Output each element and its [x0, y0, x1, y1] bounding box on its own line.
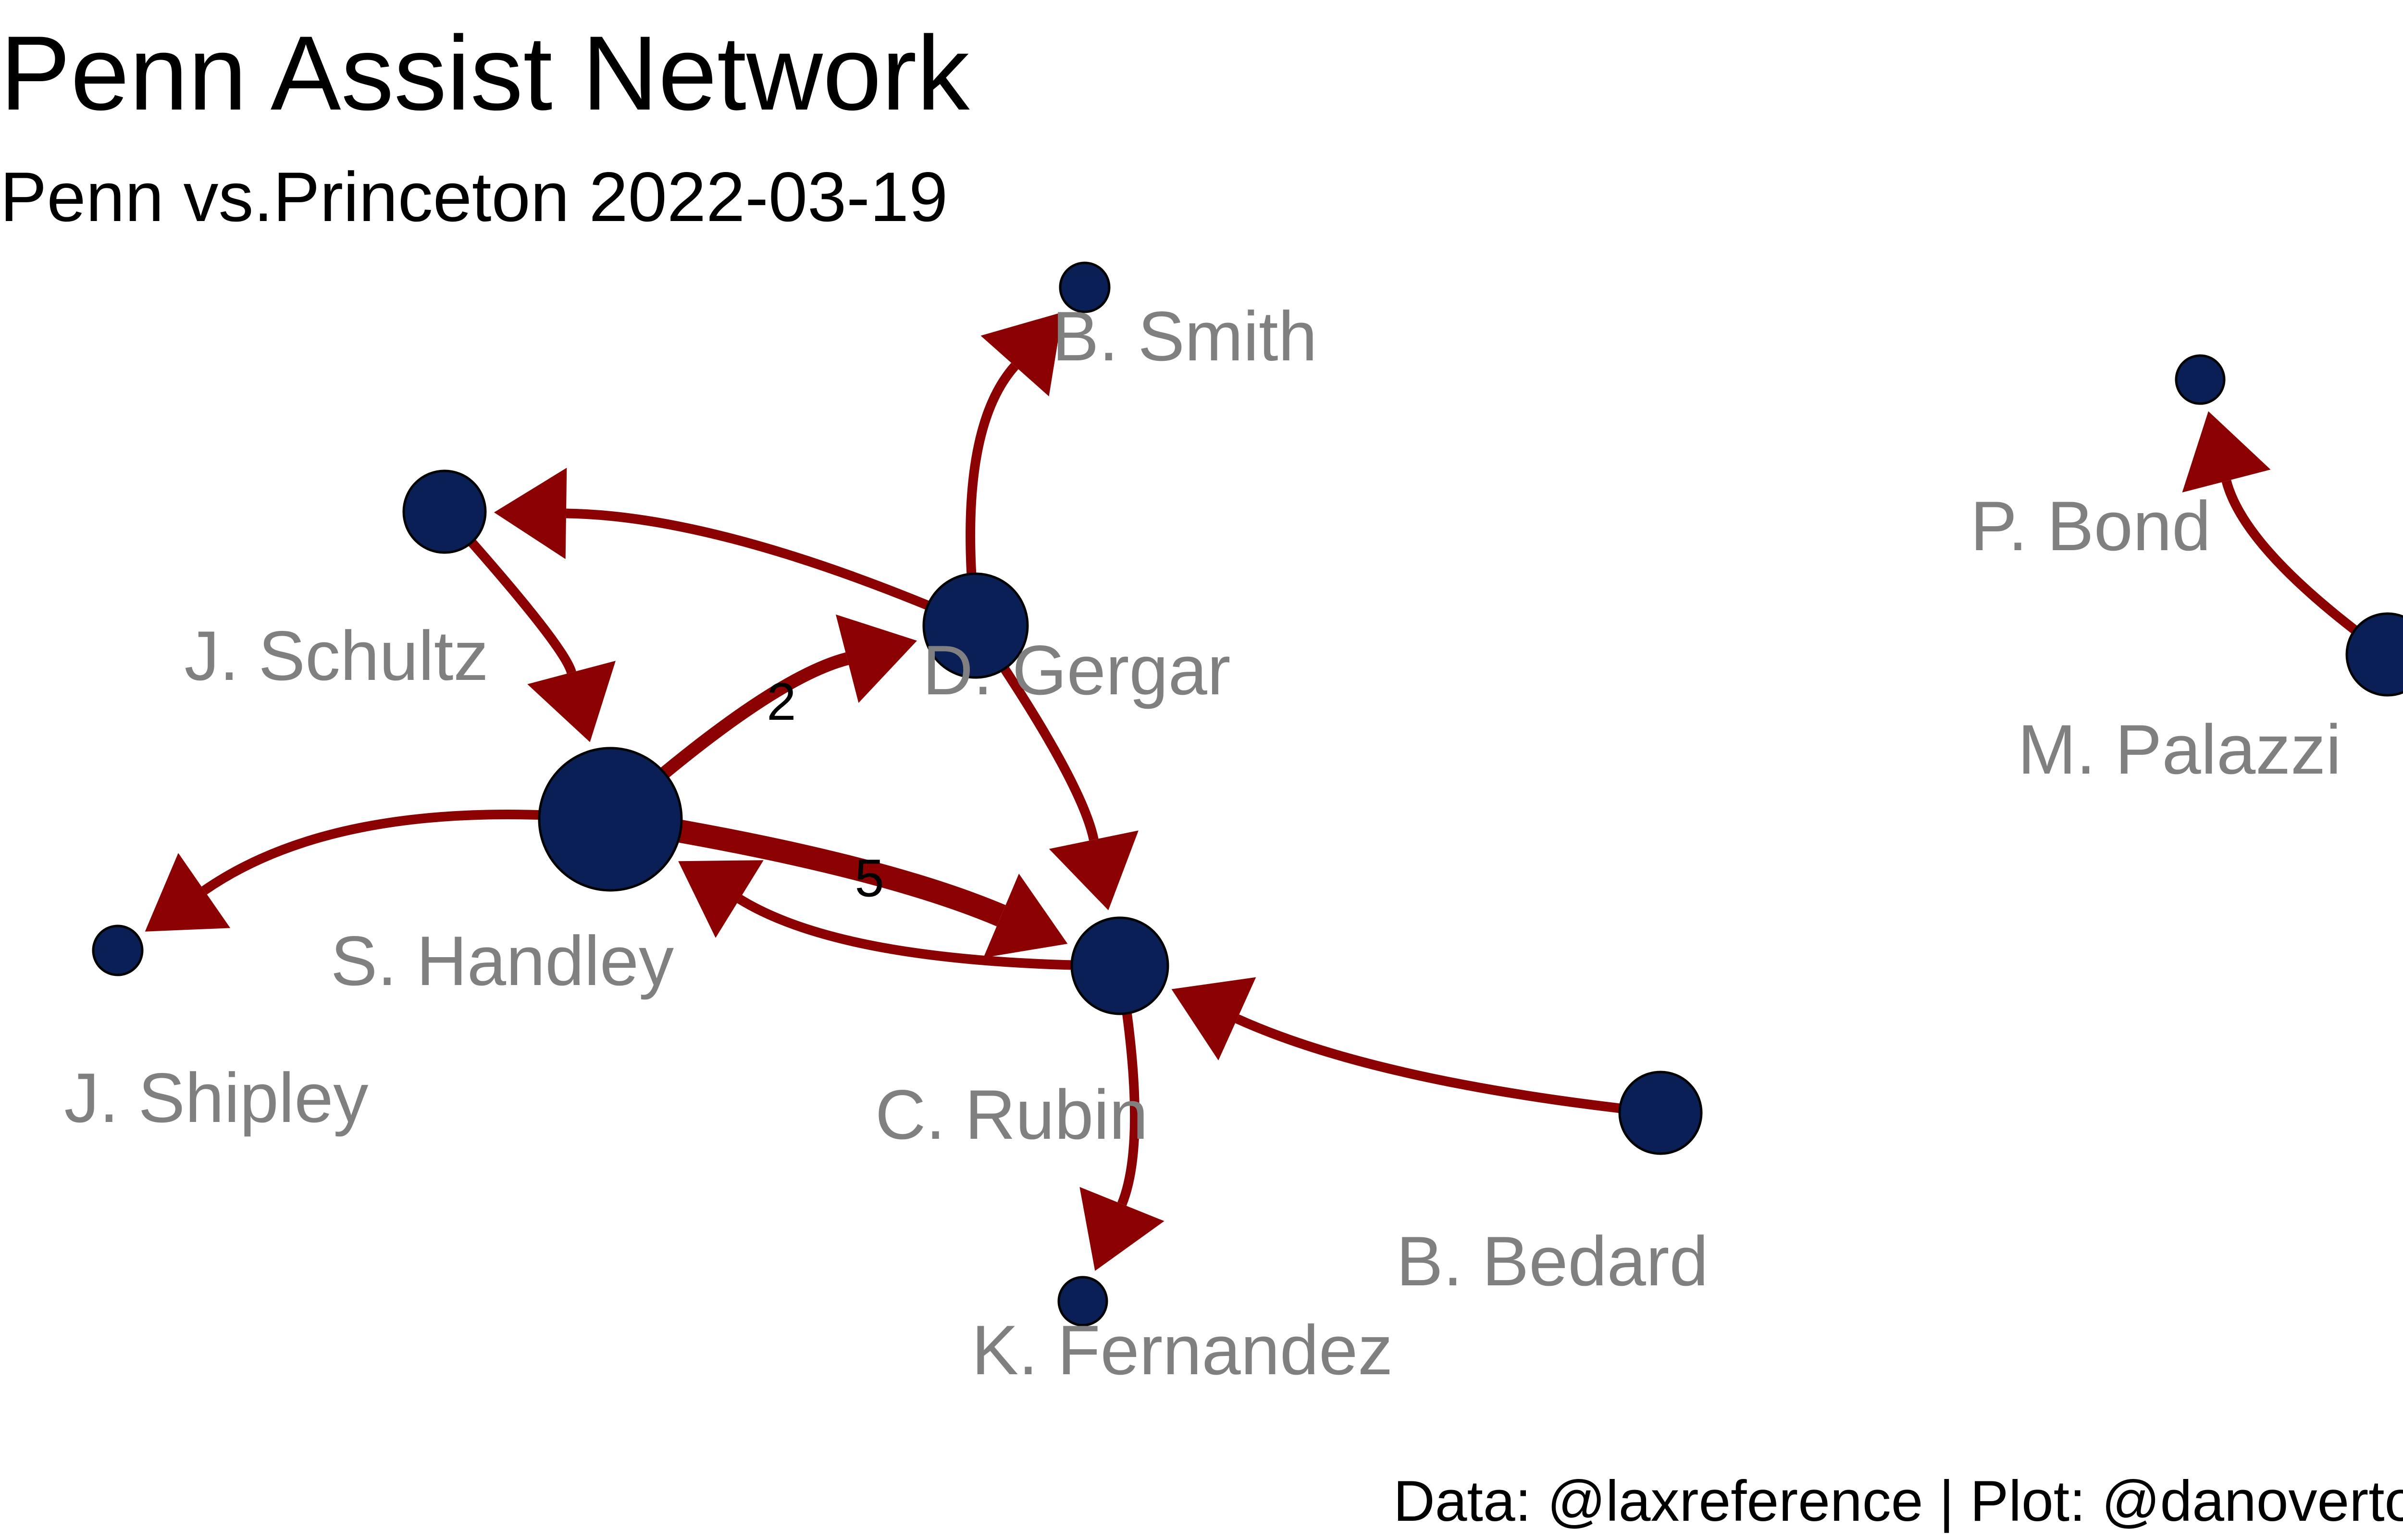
node-b-bedard	[1618, 1071, 1703, 1155]
arrowhead-c-rubin-to-k-fernandez	[1079, 1187, 1164, 1271]
node-b-smith	[1059, 261, 1111, 313]
arrowhead-d-gergar-to-j-schultz	[494, 468, 567, 559]
node-layer	[92, 261, 2403, 1327]
node-label-b-bedard: B. Bedard	[1396, 1222, 1708, 1300]
node-p-bond	[2175, 354, 2226, 405]
arrowhead-s-handley-to-d-gergar	[836, 614, 917, 703]
chart-caption: Data: @laxreference | Plot: @danovertoom	[1393, 1469, 2403, 1533]
node-label-b-smith: B. Smith	[1052, 297, 1317, 375]
node-label-j-schultz: J. Schultz	[185, 616, 489, 695]
node-label-k-fernandez: K. Fernandez	[972, 1311, 1393, 1389]
node-k-fernandez	[1057, 1276, 1108, 1327]
node-label-j-shipley: J. Shipley	[64, 1059, 369, 1137]
node-label-p-bond: P. Bond	[1970, 487, 2211, 565]
edge-d-gergar-to-b-smith	[966, 363, 1019, 622]
chart-subtitle: Penn vs.Princeton 2022-03-19	[0, 158, 948, 236]
edge-j-schultz-to-s-handley	[443, 511, 576, 674]
arrowhead-b-bedard-to-c-rubin	[1171, 977, 1256, 1060]
edge-weight-label: 5	[855, 849, 884, 908]
chart-title: Penn Assist Network	[0, 14, 970, 132]
edge-c-rubin-to-s-handley	[737, 895, 1115, 971]
edge-weight-label: 2	[767, 672, 796, 731]
node-label-c-rubin: C. Rubin	[875, 1075, 1148, 1154]
edge-label-layer: 25	[767, 672, 884, 908]
node-m-palazzi	[2345, 612, 2403, 697]
edge-b-bedard-to-c-rubin	[1235, 1014, 1656, 1117]
node-j-shipley	[92, 924, 144, 976]
arrowhead-c-rubin-to-s-handley	[678, 860, 764, 938]
arrowhead-j-schultz-to-s-handley	[527, 661, 616, 742]
node-label-m-palazzi: M. Palazzi	[2018, 710, 2341, 788]
edge-s-handley-to-c-rubin	[614, 809, 1006, 926]
edge-d-gergar-to-j-schultz	[566, 508, 973, 628]
arrowhead-s-handley-to-c-rubin	[983, 874, 1068, 958]
node-c-rubin	[1070, 916, 1169, 1015]
edge-layer	[145, 312, 2388, 1271]
node-s-handley	[538, 747, 683, 892]
edge-m-palazzi-to-p-bond	[2221, 480, 2388, 656]
arrowhead-d-gergar-to-b-smith	[980, 312, 1063, 396]
node-j-schultz	[402, 469, 487, 554]
node-d-gergar	[922, 572, 1029, 679]
node-label-layer: S. Handley D. Gergar J. Schultz B. Smith C. …	[64, 297, 2341, 1389]
node-label-d-gergar: D. Gergar	[923, 631, 1231, 709]
node-label-s-handley: S. Handley	[331, 922, 674, 1000]
edge-s-handley-to-j-shipley	[201, 809, 606, 895]
arrowhead-m-palazzi-to-p-bond	[2182, 411, 2271, 493]
arrowhead-d-gergar-to-c-rubin	[1049, 830, 1139, 911]
arrowhead-s-handley-to-j-shipley	[145, 853, 231, 932]
